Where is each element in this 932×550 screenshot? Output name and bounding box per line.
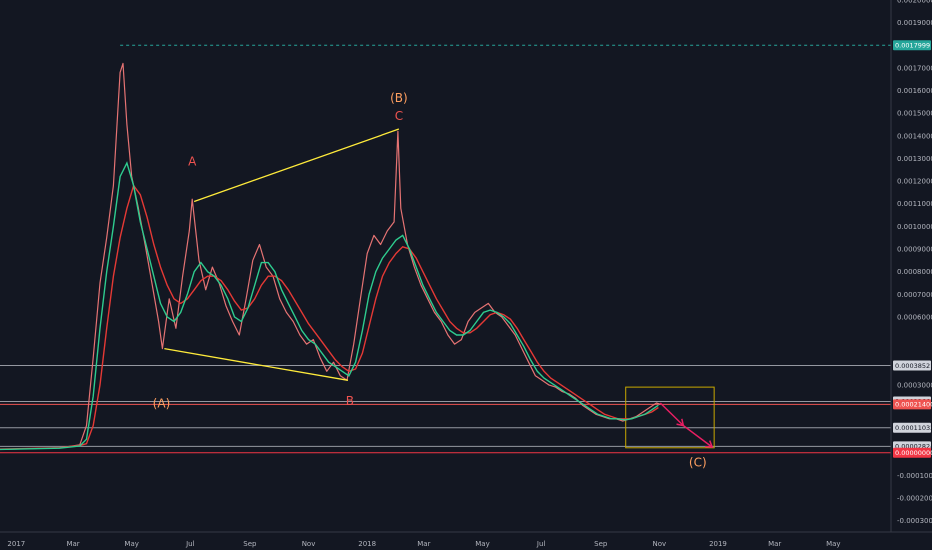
wave-label-4: B	[346, 394, 354, 408]
price-tick-label: 0.00060000	[897, 313, 932, 321]
price-badge-0	[893, 40, 931, 51]
price-badge-4	[893, 422, 931, 433]
wave-label-5: (C)	[689, 455, 707, 469]
price-badge-label-5: 0.00002824	[895, 443, 932, 451]
time-tick-label: Mar	[417, 540, 430, 548]
price-tick-label: -0.00020000	[897, 495, 932, 503]
price-badge-label-6: 0.00000000	[895, 449, 932, 457]
horizontal-levels	[0, 44, 891, 454]
time-tick-label: 2017	[7, 540, 25, 548]
price-tick-label: 0.00080000	[897, 268, 932, 276]
price-badge-1	[893, 360, 931, 371]
time-tick-label: 2018	[358, 540, 376, 548]
projection-box	[625, 386, 715, 449]
time-tick-label: May	[475, 540, 489, 548]
price-line	[0, 62, 661, 450]
price-badge-label-0: 0.0017999	[895, 42, 930, 50]
price-tick-label: 0.00030000	[897, 381, 932, 389]
time-tick-label: Mar	[768, 540, 781, 548]
projection-rectangle[interactable]	[625, 386, 715, 449]
price-tick-label: 0.00170000	[897, 64, 932, 72]
time-tick-label: Sep	[594, 540, 608, 548]
projection-arrow[interactable]	[659, 402, 714, 448]
time-tick-label: Sep	[243, 540, 257, 548]
arrow-mid-head	[676, 418, 685, 427]
price-tick-label: 0.00140000	[897, 132, 932, 140]
time-tick-label: Nov	[302, 540, 316, 548]
price-badge-label-1: 0.00038521	[895, 362, 932, 370]
price-badge-6	[893, 447, 931, 458]
trendline-0[interactable]	[193, 128, 400, 203]
time-tick-label: May	[124, 540, 138, 548]
price-badge-label-3: 0.00021400	[895, 401, 932, 409]
wave-label-1: C	[395, 109, 403, 123]
trendline-1[interactable]	[164, 347, 349, 381]
time-tick-label: Mar	[66, 540, 79, 548]
time-axis[interactable]: 2017 Mar May Jul Sep Nov 2018 Mar May Jul Sep Nov 20…	[7, 540, 840, 548]
time-tick-label: May	[826, 540, 840, 548]
time-tick-label: Jul	[536, 540, 546, 548]
trendlines[interactable]	[164, 128, 400, 381]
moving-average-slow	[0, 184, 659, 450]
price-tick-label: 0.00070000	[897, 291, 932, 299]
time-tick-label: Nov	[653, 540, 667, 548]
time-tick-label: 2019	[709, 540, 727, 548]
price-tick-label: 0.00110000	[897, 200, 932, 208]
wave-labels: A C (B) (A) B (C)	[153, 91, 707, 469]
price-tick-label: -0.00030000	[897, 517, 932, 525]
wave-label-2: (B)	[390, 91, 408, 105]
arrow-end-head	[705, 440, 714, 448]
wave-label-0: A	[188, 154, 197, 168]
price-tick-label: 0.00160000	[897, 87, 932, 95]
moving-average-fast	[0, 161, 659, 451]
price-tick-label: 0.00190000	[897, 19, 932, 27]
price-tick-label: 0.00150000	[897, 110, 932, 118]
wave-label-3: (A)	[153, 396, 171, 410]
series-layer	[0, 62, 661, 451]
price-tick-label: 0.00200000	[897, 0, 932, 5]
price-badge-3	[893, 399, 931, 410]
price-tick-label: -0.00010000	[897, 472, 932, 480]
price-tick-label: 0.00130000	[897, 155, 932, 163]
price-badge-label-4: 0.00011032	[895, 424, 932, 432]
price-badges: 0.00179990.000385210.000226690.000214000…	[893, 40, 932, 458]
price-tick-label: 0.00090000	[897, 246, 932, 254]
price-axis[interactable]: 0.00200000 0.00190000 0.00170000 0.00160000…	[897, 0, 932, 525]
price-tick-label: 0.00100000	[897, 223, 932, 231]
price-tick-label: 0.00120000	[897, 178, 932, 186]
time-tick-label: Jul	[185, 540, 195, 548]
